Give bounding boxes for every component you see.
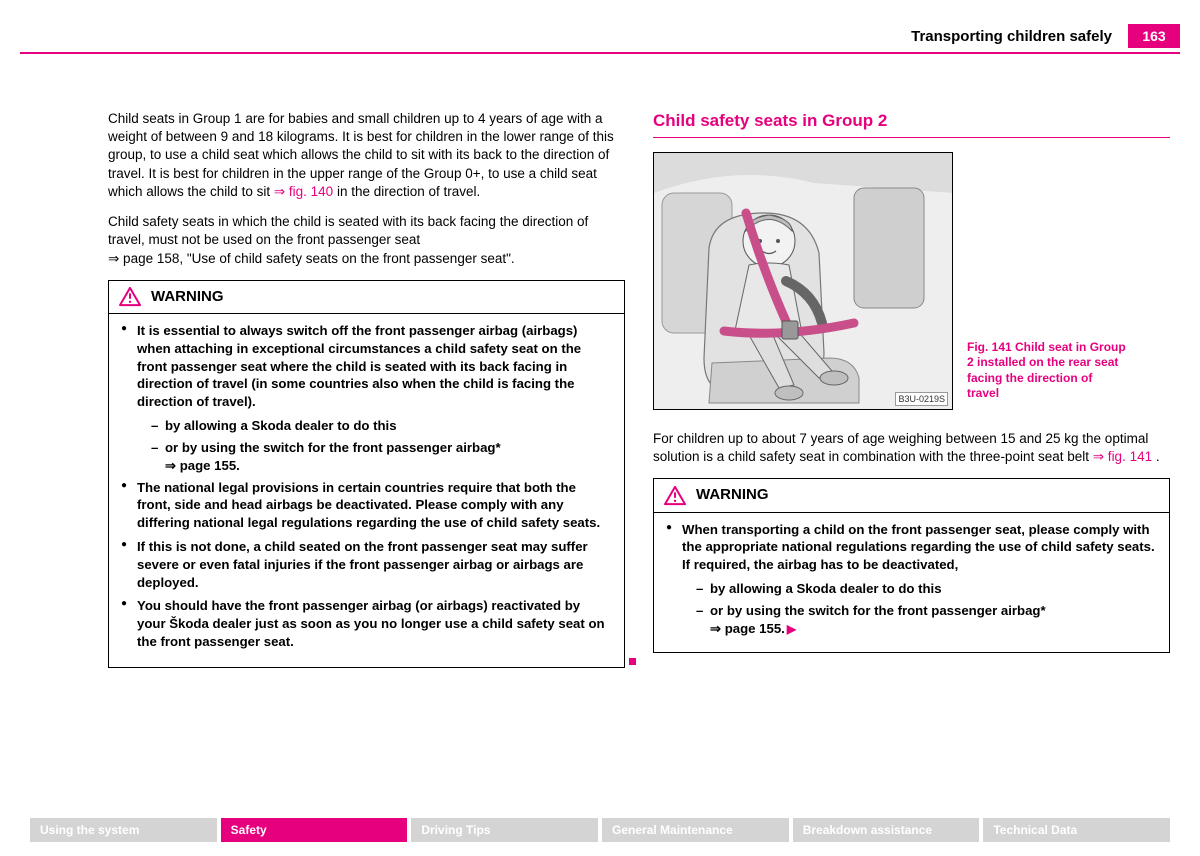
header-rule — [20, 52, 1180, 54]
footer-tab-driving-tips[interactable]: Driving Tips — [411, 818, 598, 842]
warning-header: WARNING — [654, 479, 1169, 512]
heading-rule — [653, 137, 1170, 138]
footer-tab-safety[interactable]: Safety — [221, 818, 408, 842]
right-column: Child safety seats in Group 2 — [653, 110, 1170, 796]
paragraph-text: For children up to about 7 years of age … — [653, 431, 1148, 464]
section-heading: Child safety seats in Group 2 — [653, 110, 1170, 133]
footer-tab-using-system[interactable]: Using the system — [30, 818, 217, 842]
section-title: Transporting children safely — [911, 28, 1112, 45]
footer-tab-breakdown-assistance[interactable]: Breakdown assistance — [793, 818, 980, 842]
warning-label: WARNING — [151, 287, 224, 307]
figure-link[interactable]: ⇒ fig. 141 — [1093, 449, 1152, 464]
warning-header: WARNING — [109, 281, 624, 314]
paragraph: Child seats in Group 1 are for babies an… — [108, 110, 625, 201]
figure-illustration: B3U-0219S — [653, 152, 953, 410]
warning-sub-item: by allowing a Skoda dealer to do this — [666, 580, 1157, 598]
warning-triangle-icon — [664, 486, 686, 506]
figure-caption: Fig. 141 Child seat in Group 2 installed… — [967, 340, 1127, 410]
footer-tab-technical-data[interactable]: Technical Data — [983, 818, 1170, 842]
warning-item: It is essential to always switch off the… — [121, 322, 612, 411]
warning-sub-item: by allowing a Skoda dealer to do this — [121, 417, 612, 435]
paragraph-text: . — [1156, 449, 1160, 464]
warning-item: When transporting a child on the front p… — [666, 521, 1157, 574]
figure-code: B3U-0219S — [895, 392, 948, 406]
warning-box: WARNING It is essential to always switch… — [108, 280, 625, 668]
left-column: Child seats in Group 1 are for babies an… — [108, 110, 625, 796]
footer-nav: Using the system Safety Driving Tips Gen… — [30, 818, 1170, 842]
warning-sub-item: or by using the switch for the front pas… — [666, 602, 1157, 638]
content-area: Child seats in Group 1 are for babies an… — [108, 110, 1170, 796]
warning-body: When transporting a child on the front p… — [654, 513, 1169, 652]
paragraph: For children up to about 7 years of age … — [653, 430, 1170, 466]
end-of-section-icon — [629, 658, 636, 665]
figure-row: B3U-0219S Fig. 141 Child seat in Group 2… — [653, 152, 1170, 410]
warning-item: You should have the front passenger airb… — [121, 597, 612, 650]
continue-arrow-icon: ▶ — [787, 622, 796, 636]
paragraph: Child safety seats in which the child is… — [108, 213, 625, 268]
warning-body: It is essential to always switch off the… — [109, 314, 624, 667]
warning-box: WARNING When transporting a child on the… — [653, 478, 1170, 652]
figure-link[interactable]: ⇒ fig. 140 — [274, 184, 333, 199]
paragraph-text: ⇒ page 158, "Use of child safety seats o… — [108, 251, 515, 266]
page-number: 163 — [1128, 24, 1180, 48]
paragraph-text: in the direction of travel. — [337, 184, 480, 199]
warning-item: The national legal provisions in certain… — [121, 479, 612, 532]
page-header: Transporting children safely 163 — [0, 28, 1200, 52]
footer-tab-general-maintenance[interactable]: General Maintenance — [602, 818, 789, 842]
warning-item: If this is not done, a child seated on t… — [121, 538, 612, 591]
warning-label: WARNING — [696, 485, 769, 505]
paragraph-text: Child safety seats in which the child is… — [108, 214, 588, 247]
warning-sub-item: or by using the switch for the front pas… — [121, 439, 612, 475]
warning-triangle-icon — [119, 287, 141, 307]
